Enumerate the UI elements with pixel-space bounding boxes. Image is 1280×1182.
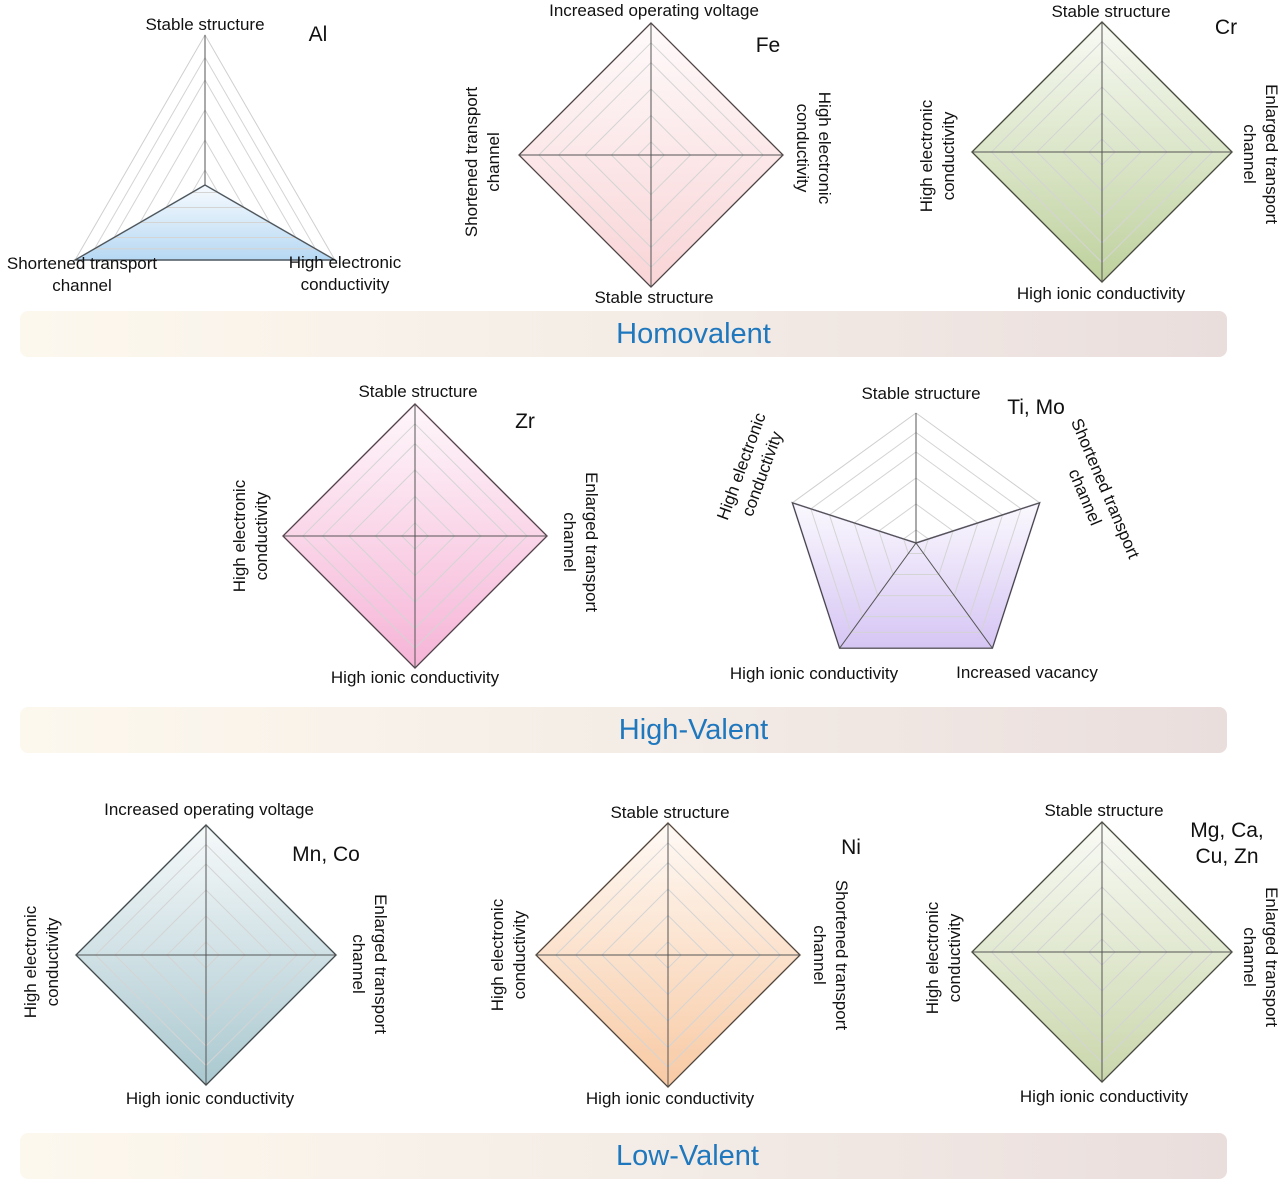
- element-label-cr: Cr: [1215, 16, 1237, 39]
- grid-ring: [810, 431, 1022, 633]
- grid-ring: [191, 169, 219, 193]
- element-label-al: Al: [309, 23, 328, 46]
- grid-ring: [165, 139, 245, 208]
- axis-label-high-ionic-conductivity: High ionic conductivity: [1017, 284, 1186, 303]
- group-band-high-valent: High-Valent: [20, 707, 1227, 753]
- axis-label-stable-structure: Stable structure: [861, 384, 980, 403]
- axis-line: [792, 502, 917, 544]
- grid-ring: [903, 529, 929, 555]
- radar-fe: Increased operating voltage High electron…: [462, 1, 834, 307]
- axis-label-high-electronic-conductivity: High electronicconductivity: [713, 410, 790, 530]
- axis-label-enlarged-transport-channel: Enlarged transportchannel: [1240, 84, 1280, 224]
- axis-label-stable-structure: Stable structure: [145, 15, 264, 34]
- axis-line: [204, 184, 336, 261]
- axis-label-enlarged-transport-channel: Enlarged transportchannel: [560, 472, 601, 612]
- axis-label-increased-operating-voltage: Increased operating voltage: [104, 800, 314, 819]
- axis-label-high-electronic-conductivity: High electronicconductivity: [793, 92, 834, 205]
- axis-line: [915, 502, 1040, 544]
- element-label-fe: Fe: [756, 34, 781, 57]
- grid-ring: [113, 79, 297, 238]
- radar-al: Stable structure High electronic conductiv…: [7, 15, 402, 295]
- grid-ring: [139, 108, 271, 223]
- axis-label-stable-structure: Stable structure: [1044, 801, 1163, 820]
- radar-zr: Stable structure Enlarged transportchanne…: [230, 382, 601, 687]
- element-label-zr: Zr: [515, 410, 535, 433]
- axis-line: [915, 542, 993, 649]
- radar-ni: Stable structure Shortened transportchann…: [488, 803, 861, 1108]
- grid-ring: [878, 503, 954, 576]
- axis-label-stable-structure: Stable structure: [1051, 2, 1170, 21]
- axis-label-enlarged-transport-channel: Enlarged transportchannel: [1240, 887, 1280, 1027]
- element-label-ti-mo: Ti, Mo: [1007, 396, 1065, 419]
- axis-label-stable-structure: Stable structure: [358, 382, 477, 401]
- element-label-mn-co: Mn, Co: [292, 843, 360, 866]
- radar-ti-mo: Stable structure Shortened transportchann…: [713, 384, 1143, 683]
- axis-label-high-ionic-conductivity: High ionic conductivity: [331, 668, 500, 687]
- grid-ring: [93, 56, 317, 250]
- group-title-homovalent: Homovalent: [616, 317, 771, 350]
- axis-label-stable-structure: Stable structure: [610, 803, 729, 822]
- element-label-ni: Ni: [841, 836, 861, 859]
- radar-cr: Stable structure Enlarged transportchanne…: [917, 2, 1280, 303]
- group-title-high-valent: High-Valent: [618, 713, 769, 746]
- axis-label-high-ionic-conductivity: High ionic conductivity: [586, 1089, 755, 1108]
- grid-ring: [853, 477, 979, 597]
- axis-label-high-ionic-conductivity: High ionic conductivity: [1020, 1087, 1189, 1106]
- axis-label-high-ionic-conductivity: High ionic conductivity: [730, 664, 899, 683]
- axis-label-shortened-transport-channel: Shortened transportchannel: [810, 880, 851, 1031]
- group-band-homovalent: Homovalent: [20, 311, 1227, 357]
- radar-mg-ca-cu-zn: Stable structure Enlarged transportchanne…: [923, 801, 1280, 1106]
- axis-line: [74, 184, 206, 261]
- element-label-mg-ca-cu-zn: Mg, Ca, Cu, Zn: [1190, 819, 1264, 868]
- grid-ring: [828, 451, 1004, 618]
- radar-mn-co: Increased operating voltage Enlarged tran…: [21, 800, 390, 1108]
- group-title-low-valent: Low-Valent: [616, 1139, 759, 1172]
- axis-label-enlarged-transport-channel: Enlarged transportchannel: [349, 894, 390, 1034]
- group-band-low-valent: Low-Valent: [20, 1133, 1227, 1179]
- axis-label-increased-operating-voltage: Increased operating voltage: [549, 1, 759, 20]
- axis-label-increased-vacancy: Increased vacancy: [956, 663, 1098, 682]
- axis-label-stable-structure: Stable structure: [594, 288, 713, 307]
- axis-label-shortened-transport-channel: Shortened transportchannel: [1047, 416, 1144, 571]
- axis-label-high-ionic-conductivity: High ionic conductivity: [126, 1089, 295, 1108]
- axis-line: [839, 542, 917, 649]
